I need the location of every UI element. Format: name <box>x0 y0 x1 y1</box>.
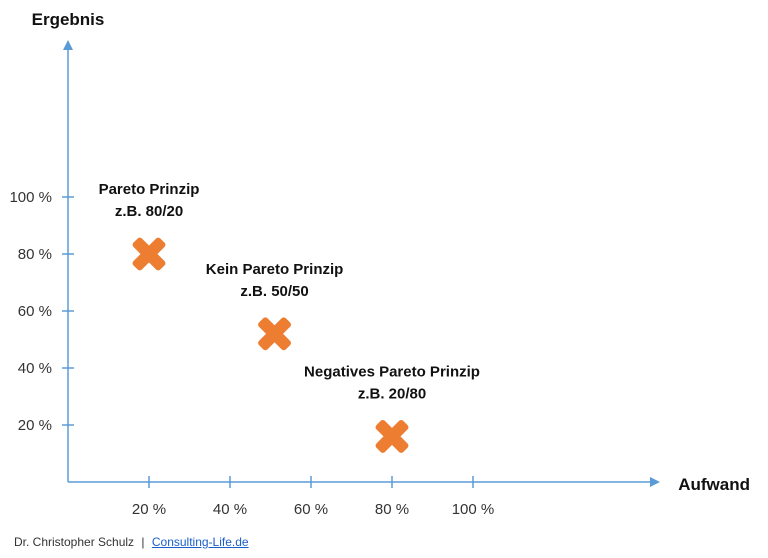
y-tick-label: 100 % <box>9 189 52 206</box>
footer-author: Dr. Christopher Schulz <box>14 535 135 549</box>
y-tick-label: 80 % <box>18 246 52 263</box>
point-label-ratio: z.B. 20/80 <box>358 385 426 402</box>
marker-stroke-b <box>132 237 166 271</box>
marker-stroke-b <box>258 317 291 351</box>
footer-separator: | <box>141 535 145 549</box>
footer: Dr. Christopher Schulz | Consulting-Life… <box>14 535 249 549</box>
y-tick-label: 20 % <box>18 417 52 434</box>
point-label-ratio: z.B. 80/20 <box>115 203 183 220</box>
x-tick-label: 80 % <box>375 501 409 518</box>
data-point-marker <box>132 237 166 271</box>
y-axis-arrow <box>63 40 73 50</box>
y-axis-title: Ergebnis <box>32 10 105 29</box>
x-tick-label: 100 % <box>452 501 495 518</box>
point-label-title: Negatives Pareto Prinzip <box>304 363 480 380</box>
point-label-ratio: z.B. 50/50 <box>240 283 308 300</box>
point-label-title: Pareto Prinzip <box>99 181 200 198</box>
x-axis-title: Aufwand <box>678 475 750 494</box>
data-point-marker <box>258 317 291 351</box>
x-tick-label: 20 % <box>132 501 166 518</box>
data-point-marker <box>375 419 409 453</box>
point-label-title: Kein Pareto Prinzip <box>206 261 344 278</box>
x-axis-arrow <box>650 477 660 487</box>
x-tick-label: 60 % <box>294 501 328 518</box>
marker-stroke-b <box>375 419 409 453</box>
y-tick-label: 60 % <box>18 303 52 320</box>
footer-link[interactable]: Consulting-Life.de <box>151 535 249 549</box>
y-tick-label: 40 % <box>18 360 52 377</box>
x-tick-label: 40 % <box>213 501 247 518</box>
